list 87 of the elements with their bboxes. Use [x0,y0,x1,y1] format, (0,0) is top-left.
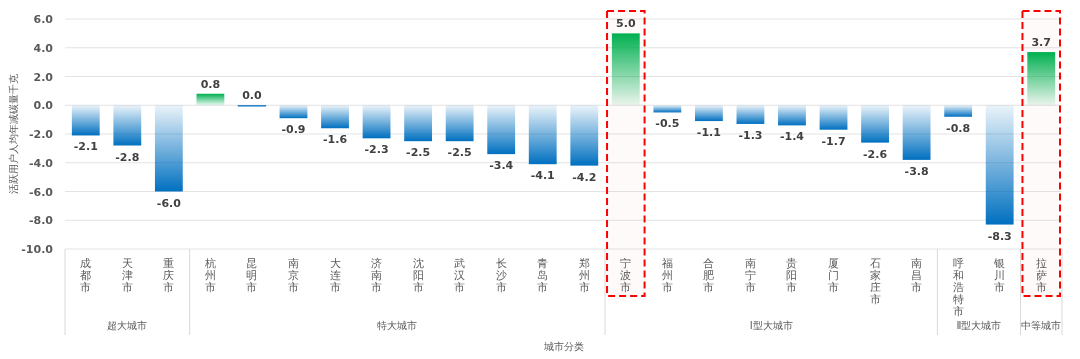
x-tick-label: 昆明市 [246,257,258,294]
bar [778,105,806,126]
text: 中等城市 [1021,320,1062,331]
x-tick-label: 石家庄市 [869,257,881,306]
x-tick-label: 长沙市 [495,257,507,294]
bar [902,105,931,160]
x-tick-label: 天津市 [121,257,133,294]
bar [570,105,599,166]
y-tick-label: 0.0 [33,99,54,113]
bar [362,105,391,139]
y-tick-label: -4.0 [28,156,54,170]
x-tick-label: 南宁市 [744,257,756,294]
y-tick-label: 4.0 [33,41,54,55]
bar [113,105,142,146]
data-label: -2.5 [447,146,472,160]
bar [321,105,349,129]
bar [445,105,474,142]
x-axis-title: 城市分类 [542,341,584,352]
x-tick-label: 厦门市 [828,257,840,294]
bar [404,105,433,142]
x-tick-label: 大连市 [329,257,341,294]
bar [861,105,889,143]
data-label: -0.5 [655,117,680,131]
x-tick-label: 宁波市 [620,257,632,294]
data-label: -2.6 [863,147,888,161]
data-label: -4.1 [530,169,555,183]
y-axis-title: 活跃用户人均年减碳量千克 [8,74,19,194]
data-label: -1.4 [779,130,805,144]
data-label: -1.1 [696,126,721,140]
bar [611,33,640,106]
text: Ⅰ型大城市 [749,320,793,331]
bar [196,93,225,106]
y-tick-label: -10.0 [21,243,54,256]
x-tick-label: 银川市 [993,257,1006,294]
data-label: 0.0 [242,89,263,103]
x-tick-label: 郑州市 [578,257,590,294]
bar [736,105,765,124]
x-tick-label: 南昌市 [911,257,923,294]
data-label: -3.8 [904,164,929,178]
data-label: 3.7 [1031,36,1051,50]
x-tick-label: 福州市 [661,257,673,294]
x-tick-label: 杭州市 [203,257,216,294]
bar [653,105,682,113]
bar [985,105,1014,225]
y-tick-label: 6.0 [33,13,54,26]
y-tick-label: -8.0 [28,214,54,228]
x-tick-label: 贵阳市 [786,257,798,294]
bar [279,105,308,119]
data-label: -2.8 [115,150,140,164]
x-tick-label: 南京市 [287,257,299,294]
bar [944,105,973,117]
data-label: -1.6 [322,133,348,147]
data-label: -6.0 [156,196,182,210]
data-label: -4.2 [572,170,597,184]
bar [528,105,557,165]
text: 特大城市 [377,320,418,331]
x-tick-label: 济南市 [371,257,383,294]
data-label: -0.9 [281,123,306,137]
x-tick-label: 成都市 [80,257,92,294]
x-tick-label: 呼和浩特市 [952,257,964,318]
data-label: 5.0 [616,17,636,31]
text: 超大城市 [107,320,148,331]
data-label: -3.4 [489,159,514,173]
bar [487,105,516,155]
bar [694,105,723,122]
bar [71,105,100,136]
bar [154,105,183,192]
bar [1027,52,1056,106]
x-tick-label: 重庆市 [163,257,175,294]
y-tick-label: -2.0 [28,128,54,141]
data-label: -1.7 [821,134,846,148]
data-label: -2.3 [364,143,389,157]
x-tick-label: 合肥市 [703,257,715,294]
data-label: -2.5 [406,146,431,160]
bar [819,105,848,130]
text: Ⅱ型大城市 [956,320,1002,331]
y-tick-label: 2.0 [33,70,54,84]
x-tick-label: 武汉市 [454,257,466,294]
x-tick-label: 拉萨市 [1035,257,1047,294]
x-tick-label: 青岛市 [537,257,549,294]
data-label: -1.3 [738,128,763,142]
x-tick-label: 沈阳市 [412,257,424,294]
y-tick-label: -6.0 [28,185,54,199]
data-label: -2.1 [73,140,98,154]
data-label: 0.8 [200,77,221,91]
data-label: -0.8 [946,121,971,135]
data-label: -8.3 [987,229,1012,243]
